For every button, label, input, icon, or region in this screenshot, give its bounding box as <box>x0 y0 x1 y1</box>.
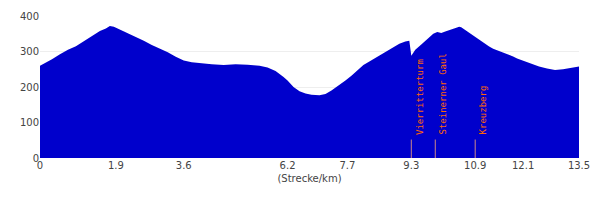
svg-text:13.5: 13.5 <box>568 160 590 171</box>
svg-text:Steinerner Gaul: Steinerner Gaul <box>438 53 448 134</box>
svg-text:7.7: 7.7 <box>339 160 355 171</box>
svg-text:12.1: 12.1 <box>512 160 534 171</box>
svg-text:6.2: 6.2 <box>280 160 296 171</box>
svg-text:100: 100 <box>20 117 39 128</box>
svg-text:10.9: 10.9 <box>464 160 486 171</box>
svg-text:1.9: 1.9 <box>108 160 124 171</box>
svg-text:Kreuzberg: Kreuzberg <box>478 86 488 135</box>
svg-text:300: 300 <box>20 46 39 57</box>
svg-text:Vierritterturm: Vierritterturm <box>415 59 425 135</box>
svg-text:200: 200 <box>20 82 39 93</box>
svg-text:(Strecke/km): (Strecke/km) <box>277 173 341 184</box>
svg-text:400: 400 <box>20 11 39 22</box>
svg-text:0: 0 <box>37 160 43 171</box>
svg-text:0: 0 <box>33 153 39 164</box>
svg-text:9.3: 9.3 <box>403 160 419 171</box>
svg-text:3.6: 3.6 <box>176 160 192 171</box>
